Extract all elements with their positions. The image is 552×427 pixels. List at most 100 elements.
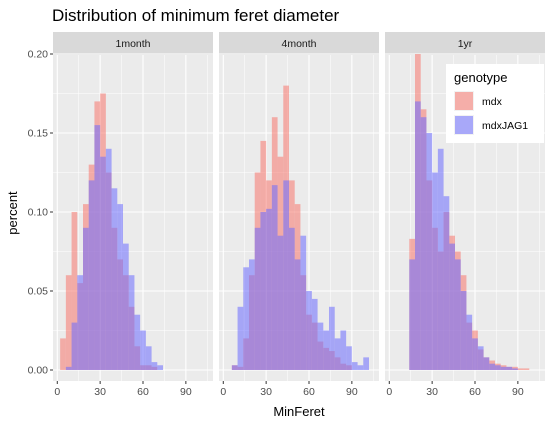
x-tick-label: 90 (180, 386, 192, 398)
bar-mdxJAG1-1month-62 (145, 346, 152, 370)
legend-label-mdxJAG1: mdxJAG1 (482, 120, 528, 132)
bar-mdxJAG1-4month-86 (346, 346, 352, 370)
x-tick-label: 30 (426, 386, 438, 398)
bar-mdxJAG1-4month-90 (351, 362, 358, 370)
bar-mdx-1yr-94 (523, 368, 530, 370)
x-tick-label: 0 (54, 386, 60, 398)
bar-mdxJAG1-1yr-86 (512, 368, 518, 370)
y-tick-label: 0.15 (28, 128, 49, 140)
bar-mdxJAG1-4month-22 (254, 227, 261, 370)
bar-mdxJAG1-4month-10 (237, 306, 244, 370)
bar-mdxJAG1-1yr-54 (466, 314, 473, 370)
bar-mdxJAG1-4month-14 (243, 267, 249, 370)
bar-mdx-1yr-90 (517, 368, 524, 370)
facet-strip-label: 1yr (458, 38, 473, 50)
bar-mdxJAG1-1yr-82 (506, 366, 513, 370)
facet-strip (385, 32, 545, 55)
facet-panel-4month: 4month 0 30 60 90 (219, 32, 379, 398)
legend: genotype mdx mdxJAG1 (446, 64, 544, 143)
bar-mdx-1yr-86 (512, 366, 518, 370)
x-axis-title: MinFeret (273, 404, 325, 419)
bar-mdxJAG1-4month-50 (294, 259, 301, 370)
legend-swatch-mdx (455, 92, 473, 110)
x-tick-label: 90 (346, 386, 358, 398)
y-axis-title: percent (5, 191, 20, 235)
bar-mdxJAG1-4month-26 (260, 212, 267, 370)
bar-mdxJAG1-1yr-38 (443, 196, 450, 370)
y-tick-label: 0.20 (28, 49, 49, 61)
bar-mdxJAG1-1month-54 (134, 314, 141, 370)
bar-mdxJAG1-1yr-46 (455, 259, 461, 370)
bar-mdxJAG1-1month-50 (128, 275, 135, 370)
bar-mdx-1month-10 (71, 212, 78, 370)
bar-mdxJAG1-4month-34 (271, 185, 278, 370)
bar-mdxJAG1-4month-42 (283, 180, 289, 370)
facet-strip (53, 32, 213, 55)
bar-mdxJAG1-4month-18 (249, 259, 255, 370)
bar-mdxJAG1-1month-34 (105, 148, 112, 370)
bar-mdxJAG1-1yr-30 (432, 172, 438, 370)
bar-mdxJAG1-4month-94 (357, 365, 364, 370)
x-tick-label: 30 (94, 386, 106, 398)
bar-mdx-1month-6 (65, 275, 72, 370)
bar-mdxJAG1-4month-6 (231, 365, 238, 370)
bar-mdxJAG1-1month-42 (117, 204, 123, 370)
facet-panel-1month: 1month 0 30 60 90 (53, 32, 213, 398)
bar-mdxJAG1-1yr-74 (495, 365, 501, 370)
bar-mdxJAG1-4month-46 (289, 227, 295, 370)
bar-mdxJAG1-1yr-58 (472, 338, 478, 370)
x-tick-label: 30 (260, 386, 272, 398)
bar-mdxJAG1-1yr-34 (437, 148, 444, 370)
bar-mdxJAG1-1month-18 (83, 227, 89, 370)
bar-mdxJAG1-1yr-78 (500, 366, 507, 370)
bar-mdxJAG1-1month-58 (140, 330, 146, 370)
bar-mdxJAG1-4month-62 (311, 298, 318, 370)
bar-mdxJAG1-4month-54 (300, 235, 307, 370)
chart-title: Distribution of minimum feret diameter (52, 6, 340, 25)
facet-strip-label: 4month (281, 38, 316, 50)
bar-mdxJAG1-1yr-50 (460, 291, 467, 370)
bar-mdxJAG1-4month-66 (317, 322, 324, 370)
bar-mdxJAG1-1month-38 (111, 188, 118, 370)
y-tick-label: 0.05 (28, 286, 49, 298)
bar-mdxJAG1-1month-30 (100, 156, 106, 370)
bar-mdxJAG1-1month-26 (94, 125, 101, 370)
bar-mdx-1month-2 (60, 338, 66, 370)
x-tick-label: 90 (512, 386, 524, 398)
bar-mdxJAG1-4month-70 (323, 330, 329, 370)
bar-mdxJAG1-4month-74 (329, 306, 335, 370)
bar-mdxJAG1-1yr-26 (426, 133, 433, 370)
legend-swatch-mdxJAG1 (455, 116, 473, 134)
bar-mdxJAG1-1yr-66 (483, 357, 490, 370)
bar-mdxJAG1-1month-46 (123, 243, 129, 370)
legend-title: genotype (454, 70, 508, 85)
y-tick-label: 0.10 (28, 207, 49, 219)
x-tick-label: 60 (303, 386, 315, 398)
bar-mdxJAG1-1yr-42 (449, 243, 455, 370)
bar-mdxJAG1-1month-70 (157, 365, 163, 370)
bar-mdxJAG1-1yr-62 (477, 346, 484, 370)
x-tick-label: 0 (220, 386, 226, 398)
facet-panels: 1month 0 30 60 90 4month 0 30 60 90 1yr 0 30 60 90 (53, 32, 545, 398)
bar-mdxJAG1-1month-22 (88, 180, 95, 370)
y-axis: 0.00 0.05 0.10 0.15 0.20 (28, 49, 53, 377)
y-tick-label: 0.00 (28, 365, 49, 377)
bar-mdxJAG1-1month-14 (77, 275, 83, 370)
bar-mdxJAG1-1month-10 (71, 322, 78, 370)
bar-mdxJAG1-4month-58 (306, 291, 312, 370)
bar-mdxJAG1-4month-82 (340, 330, 347, 370)
bar-mdxJAG1-1yr-22 (420, 117, 427, 370)
bar-mdxJAG1-1month-66 (151, 362, 158, 370)
legend-label-mdx: mdx (482, 96, 503, 108)
bar-mdxJAG1-1yr-18 (415, 101, 421, 371)
x-tick-label: 0 (386, 386, 392, 398)
bar-mdxJAG1-1month-6 (65, 366, 72, 370)
bar-mdxJAG1-4month-30 (266, 208, 272, 370)
facet-strip-label: 1month (115, 38, 150, 50)
bar-mdxJAG1-4month-78 (334, 338, 341, 370)
bar-mdxJAG1-1yr-70 (489, 363, 495, 370)
facet-strip (219, 32, 379, 55)
bar-mdxJAG1-4month-98 (363, 357, 369, 370)
bar-mdxJAG1-4month-38 (277, 235, 284, 370)
